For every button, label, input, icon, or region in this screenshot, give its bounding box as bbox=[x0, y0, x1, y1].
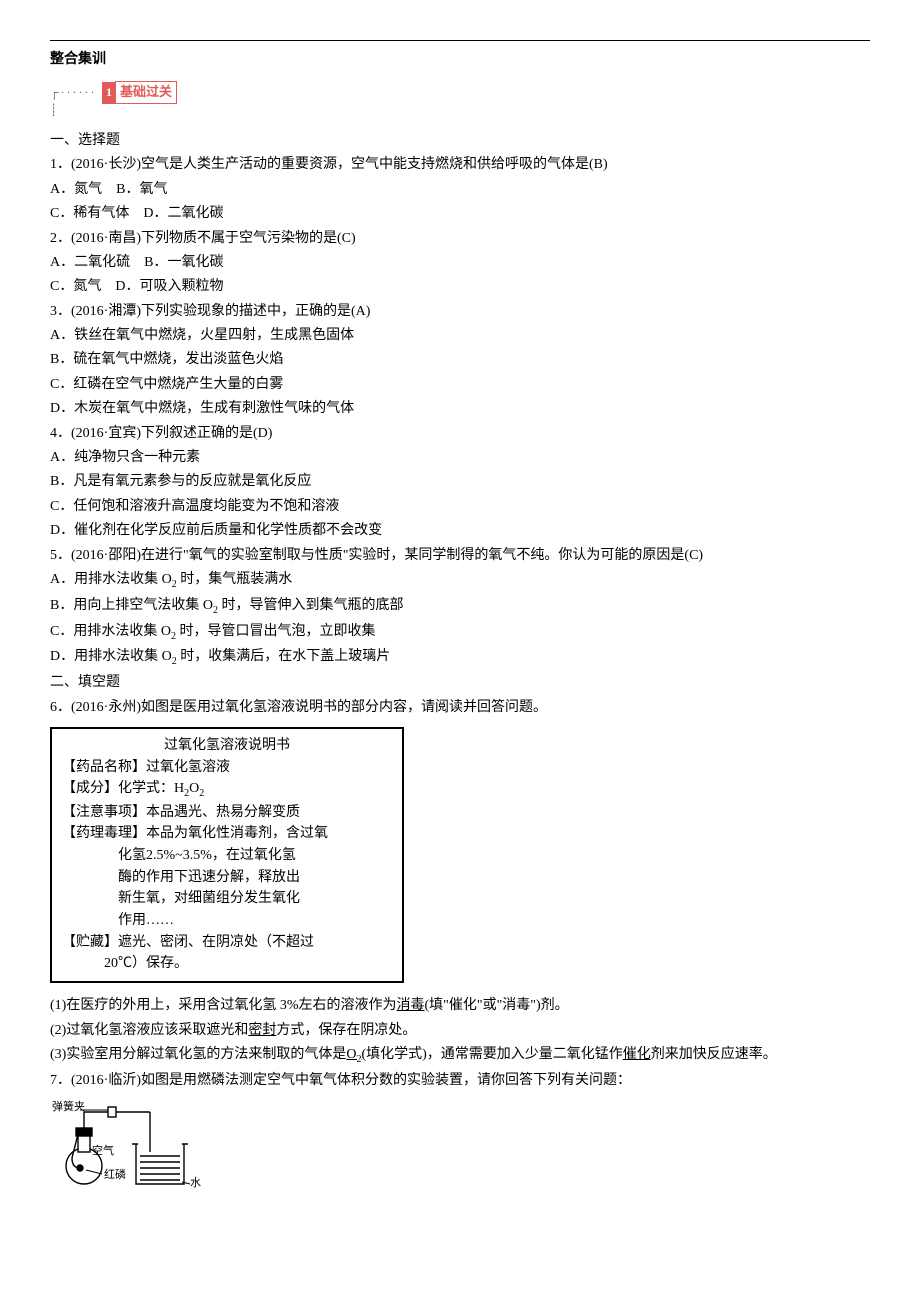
box-line-6: 酶的作用下迅速分解，释放出 bbox=[62, 867, 392, 889]
q1-opt-ab: A．氮气 B．氧气 bbox=[50, 179, 870, 201]
q6-p1: (1)在医疗的外用上，采用含过氧化氢 3%左右的溶液作为消毒(填"催化"或"消毒… bbox=[50, 995, 870, 1017]
q6p3-ans1: O2 bbox=[346, 1047, 361, 1062]
box-line-4: 【药理毒理】本品为氧化性消毒剂，含过氧 bbox=[62, 823, 392, 845]
q4-opt-b: B．凡是有氧元素参与的反应就是氧化反应 bbox=[50, 471, 870, 493]
q5-opt-d: D．用排水法收集 O2 时，收集满后，在水下盖上玻璃片 bbox=[50, 646, 870, 670]
badge-number: 1 bbox=[102, 82, 116, 103]
q6p2-ans: 密封 bbox=[248, 1023, 276, 1038]
q6p1-ans: 消毒 bbox=[397, 998, 425, 1013]
apparatus-diagram: 弹簧夹 空气 红磷 水 bbox=[50, 1098, 870, 1198]
q2-opt-cd: C．氮气 D．可吸入颗粒物 bbox=[50, 276, 870, 298]
q3-opt-c: C．红磷在空气中燃烧产生大量的白雾 bbox=[50, 374, 870, 396]
q5c-post: 时，导管口冒出气泡，立即收集 bbox=[176, 624, 376, 639]
box-line-5: 化氢2.5%~3.5%，在过氧化氢 bbox=[62, 845, 392, 867]
section-badge: ┌······ 1基础过关 ┊ bbox=[50, 81, 177, 120]
q5-opt-c: C．用排水法收集 O2 时，导管口冒出气泡，立即收集 bbox=[50, 621, 870, 645]
q6p1-post: (填"催化"或"消毒")剂。 bbox=[425, 998, 569, 1013]
box-line-3: 【注意事项】本品遇光、热易分解变质 bbox=[62, 802, 392, 824]
badge-text: 基础过关 bbox=[115, 81, 177, 104]
q5d-post: 时，收集满后，在水下盖上玻璃片 bbox=[177, 649, 391, 664]
box-l2-s2: 2 bbox=[199, 788, 204, 799]
badge-dots: ┌······ bbox=[50, 85, 96, 99]
q7-stem: 7．(2016·临沂)如图是用燃磷法测定空气中氧气体积分数的实验装置，请你回答下… bbox=[50, 1070, 870, 1092]
q3-stem: 3．(2016·湘潭)下列实验现象的描述中，正确的是(A) bbox=[50, 301, 870, 323]
q4-opt-d: D．催化剂在化学反应前后质量和化学性质都不会改变 bbox=[50, 520, 870, 542]
label-water: 水 bbox=[190, 1176, 201, 1189]
label-clip: 弹簧夹 bbox=[52, 1099, 85, 1113]
q5d-pre: D．用排水法收集 O bbox=[50, 649, 172, 664]
section-heading-2: 二、填空题 bbox=[50, 672, 870, 694]
label-phos: 红磷 bbox=[104, 1168, 126, 1181]
q6p2-post: 方式，保存在阴凉处。 bbox=[276, 1023, 416, 1038]
instruction-box: 过氧化氢溶液说明书 【药品名称】过氧化氢溶液 【成分】化学式：H2O2 【注意事… bbox=[50, 727, 404, 983]
q6p3-post: 剂来加快反应速率。 bbox=[651, 1047, 777, 1062]
box-l2-pre: 【成分】化学式：H bbox=[62, 781, 184, 796]
q5c-pre: C．用排水法收集 O bbox=[50, 624, 171, 639]
q6p1-pre: (1)在医疗的外用上，采用含过氧化氢 3%左右的溶液作为 bbox=[50, 998, 397, 1013]
box-line-7: 新生氧，对细菌组分发生氧化 bbox=[62, 888, 392, 910]
q5b-pre: B．用向上排空气法收集 O bbox=[50, 598, 213, 613]
box-line-10: 20℃）保存。 bbox=[62, 953, 392, 975]
q6p2-pre: (2)过氧化氢溶液应该采取遮光和 bbox=[50, 1023, 248, 1038]
q4-opt-a: A．纯净物只含一种元素 bbox=[50, 447, 870, 469]
q6-p2: (2)过氧化氢溶液应该采取遮光和密封方式，保存在阴凉处。 bbox=[50, 1020, 870, 1042]
box-title: 过氧化氢溶液说明书 bbox=[62, 735, 392, 757]
q5-opt-a: A．用排水法收集 O2 时，集气瓶装满水 bbox=[50, 569, 870, 593]
q1-opt-cd: C．稀有气体 D．二氧化碳 bbox=[50, 203, 870, 225]
top-rule bbox=[50, 40, 870, 41]
q3-opt-b: B．硫在氧气中燃烧，发出淡蓝色火焰 bbox=[50, 349, 870, 371]
q2-stem: 2．(2016·南昌)下列物质不属于空气污染物的是(C) bbox=[50, 228, 870, 250]
box-line-8: 作用…… bbox=[62, 910, 392, 932]
q5b-post: 时，导管伸入到集气瓶的底部 bbox=[218, 598, 404, 613]
q4-stem: 4．(2016·宜宾)下列叙述正确的是(D) bbox=[50, 423, 870, 445]
q6p3-ans2: 催化 bbox=[623, 1047, 651, 1062]
q1-stem: 1．(2016·长沙)空气是人类生产活动的重要资源，空气中能支持燃烧和供给呼吸的… bbox=[50, 154, 870, 176]
q5-opt-b: B．用向上排空气法收集 O2 时，导管伸入到集气瓶的底部 bbox=[50, 595, 870, 619]
label-air: 空气 bbox=[92, 1143, 114, 1157]
q3-opt-a: A．铁丝在氧气中燃烧，火星四射，生成黑色固体 bbox=[50, 325, 870, 347]
q3-opt-d: D．木炭在氧气中燃烧，生成有刺激性气味的气体 bbox=[50, 398, 870, 420]
q5a-post: 时，集气瓶装满水 bbox=[177, 572, 293, 587]
q5a-pre: A．用排水法收集 O bbox=[50, 572, 172, 587]
apparatus-svg: 弹簧夹 空气 红磷 水 bbox=[50, 1098, 240, 1198]
box-line-9: 【贮藏】遮光、密闭、在阴凉处（不超过 bbox=[62, 932, 392, 954]
box-line-1: 【药品名称】过氧化氢溶液 bbox=[62, 757, 392, 779]
q4-opt-c: C．任何饱和溶液升高温度均能变为不饱和溶液 bbox=[50, 496, 870, 518]
q6p3-o: O bbox=[346, 1047, 356, 1062]
box-l2-mid: O bbox=[189, 781, 199, 796]
q2-opt-ab: A．二氧化硫 B．一氧化碳 bbox=[50, 252, 870, 274]
box-line-2: 【成分】化学式：H2O2 bbox=[62, 778, 392, 801]
q6-p3: (3)实验室用分解过氧化氢的方法来制取的气体是O2(填化学式)，通常需要加入少量… bbox=[50, 1044, 870, 1068]
q6p3-pre: (3)实验室用分解过氧化氢的方法来制取的气体是 bbox=[50, 1047, 346, 1062]
q6p3-mid: (填化学式)，通常需要加入少量二氧化锰作 bbox=[361, 1047, 622, 1062]
doc-title: 整合集训 bbox=[50, 49, 870, 71]
q6-stem: 6．(2016·永州)如图是医用过氧化氢溶液说明书的部分内容，请阅读并回答问题。 bbox=[50, 697, 870, 719]
section-heading-1: 一、选择题 bbox=[50, 130, 870, 152]
q5-stem: 5．(2016·邵阳)在进行"氧气的实验室制取与性质"实验时，某同学制得的氧气不… bbox=[50, 545, 870, 567]
